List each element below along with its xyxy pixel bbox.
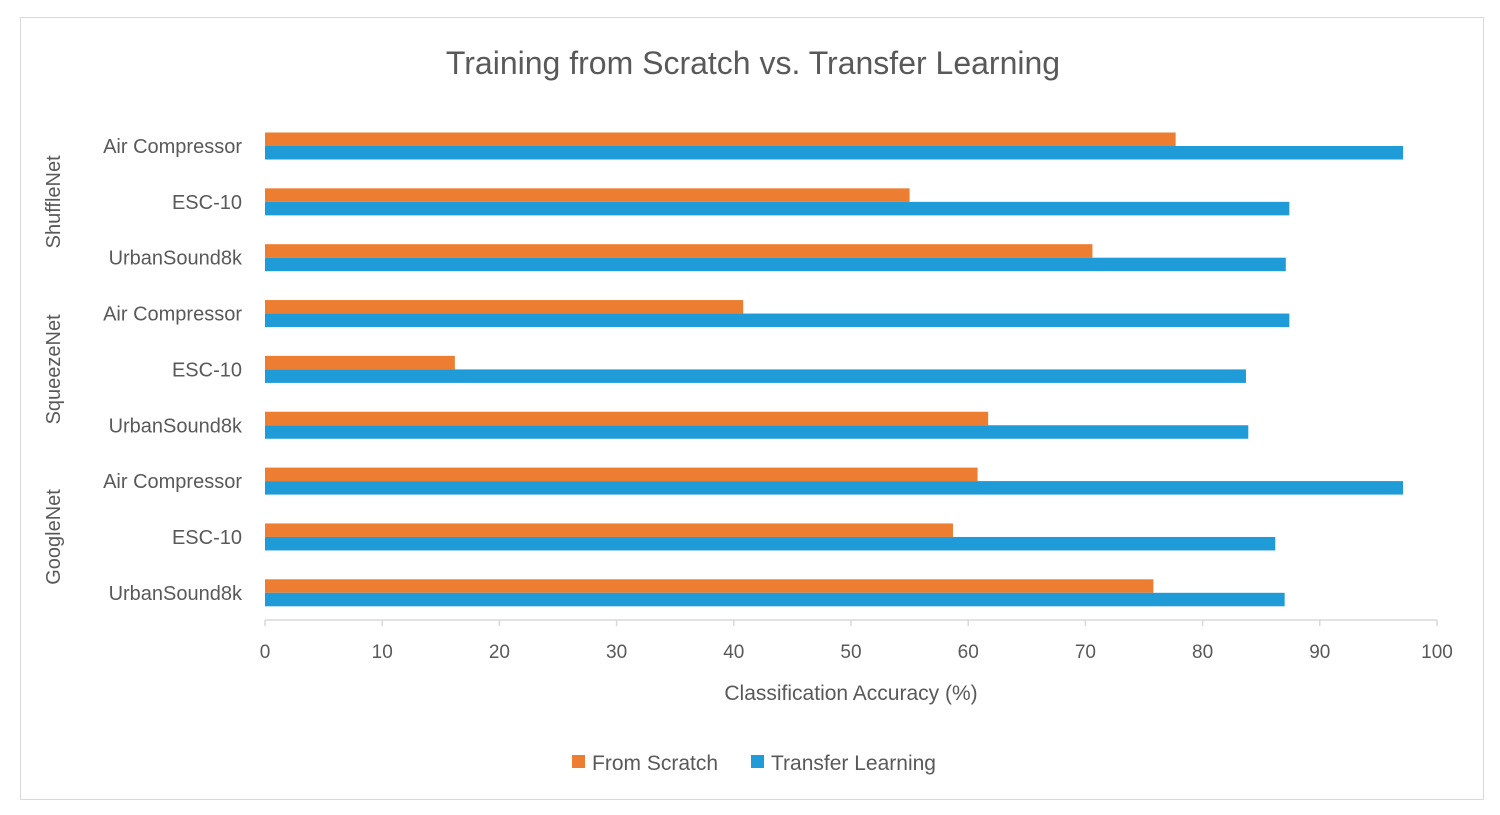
- group-label-shufflenet: ShuffleNet: [43, 155, 65, 248]
- bar-shufflenet-urbansound8k-from-scratch: [265, 244, 1093, 258]
- category-label-shufflenet-urbansound8k: UrbanSound8k: [109, 248, 243, 270]
- chart-title: Training from Scratch vs. Transfer Learn…: [446, 45, 1060, 81]
- x-axis-ticks: 0 10 20 30 40 50 60 70 80 90 100: [260, 620, 1453, 663]
- category-label-squeezenet-esc-10: ESC-10: [172, 359, 242, 381]
- x-tick-label-90: 90: [1309, 642, 1330, 663]
- legend: From Scratch Transfer Learning: [572, 752, 936, 775]
- bar-googlenet-air-compressor-from-scratch: [265, 467, 978, 482]
- bars-layer: [265, 132, 1404, 607]
- bar-squeezenet-esc-10-from-scratch: [265, 355, 455, 370]
- bar-squeezenet-esc-10-transfer-learning: [265, 369, 1246, 383]
- bar-shufflenet-esc-10-from-scratch: [265, 188, 910, 202]
- x-tick-label-20: 20: [489, 642, 510, 663]
- group-label-googlenet: GoogleNet: [43, 489, 65, 585]
- bar-googlenet-esc-10-from-scratch: [265, 523, 953, 537]
- bar-squeezenet-urbansound8k-transfer-learning: [265, 425, 1249, 439]
- bar-shufflenet-air-compressor-from-scratch: [265, 132, 1176, 146]
- chart-frame: Training from Scratch vs. Transfer Learn…: [20, 17, 1484, 800]
- bar-squeezenet-urbansound8k-from-scratch: [265, 411, 989, 426]
- x-tick-label-40: 40: [723, 642, 744, 663]
- chart-svg: Training from Scratch vs. Transfer Learn…: [43, 45, 1453, 775]
- legend-swatch-from-scratch: [572, 755, 585, 768]
- group-labels: ShuffleNet SqueezeNet GoogleNet: [43, 155, 65, 585]
- category-label-shufflenet-air-compressor: Air Compressor: [103, 136, 242, 158]
- bar-squeezenet-air-compressor-from-scratch: [265, 300, 744, 314]
- category-label-squeezenet-air-compressor: Air Compressor: [103, 304, 242, 326]
- category-label-googlenet-air-compressor: Air Compressor: [103, 471, 242, 493]
- category-label-shufflenet-esc-10: ESC-10: [172, 192, 242, 214]
- x-tick-label-100: 100: [1421, 642, 1453, 663]
- legend-swatch-transfer-learning: [751, 755, 764, 768]
- bar-googlenet-urbansound8k-transfer-learning: [265, 592, 1285, 607]
- category-label-squeezenet-urbansound8k: UrbanSound8k: [109, 415, 243, 437]
- x-tick-label-10: 10: [372, 642, 393, 663]
- x-axis-title: Classification Accuracy (%): [724, 682, 977, 705]
- x-tick-label-80: 80: [1192, 642, 1213, 663]
- category-label-googlenet-esc-10: ESC-10: [172, 527, 242, 549]
- legend-label-from-scratch: From Scratch: [592, 752, 718, 775]
- category-labels: Air Compressor ESC-10 UrbanSound8k Air Comp…: [103, 136, 243, 605]
- bar-shufflenet-esc-10-transfer-learning: [265, 201, 1290, 216]
- bar-googlenet-urbansound8k-from-scratch: [265, 579, 1154, 593]
- bar-shufflenet-air-compressor-transfer-learning: [265, 146, 1404, 160]
- x-tick-label-70: 70: [1075, 642, 1096, 663]
- x-tick-label-30: 30: [606, 642, 627, 663]
- group-label-squeezenet: SqueezeNet: [43, 314, 65, 425]
- x-tick-label-0: 0: [260, 642, 271, 663]
- x-tick-label-50: 50: [840, 642, 861, 663]
- legend-label-transfer-learning: Transfer Learning: [771, 752, 936, 775]
- bar-squeezenet-air-compressor-transfer-learning: [265, 313, 1290, 328]
- bar-googlenet-air-compressor-transfer-learning: [265, 481, 1404, 495]
- category-label-googlenet-urbansound8k: UrbanSound8k: [109, 583, 243, 605]
- bar-googlenet-esc-10-transfer-learning: [265, 536, 1276, 551]
- x-tick-label-60: 60: [958, 642, 979, 663]
- bar-shufflenet-urbansound8k-transfer-learning: [265, 257, 1286, 272]
